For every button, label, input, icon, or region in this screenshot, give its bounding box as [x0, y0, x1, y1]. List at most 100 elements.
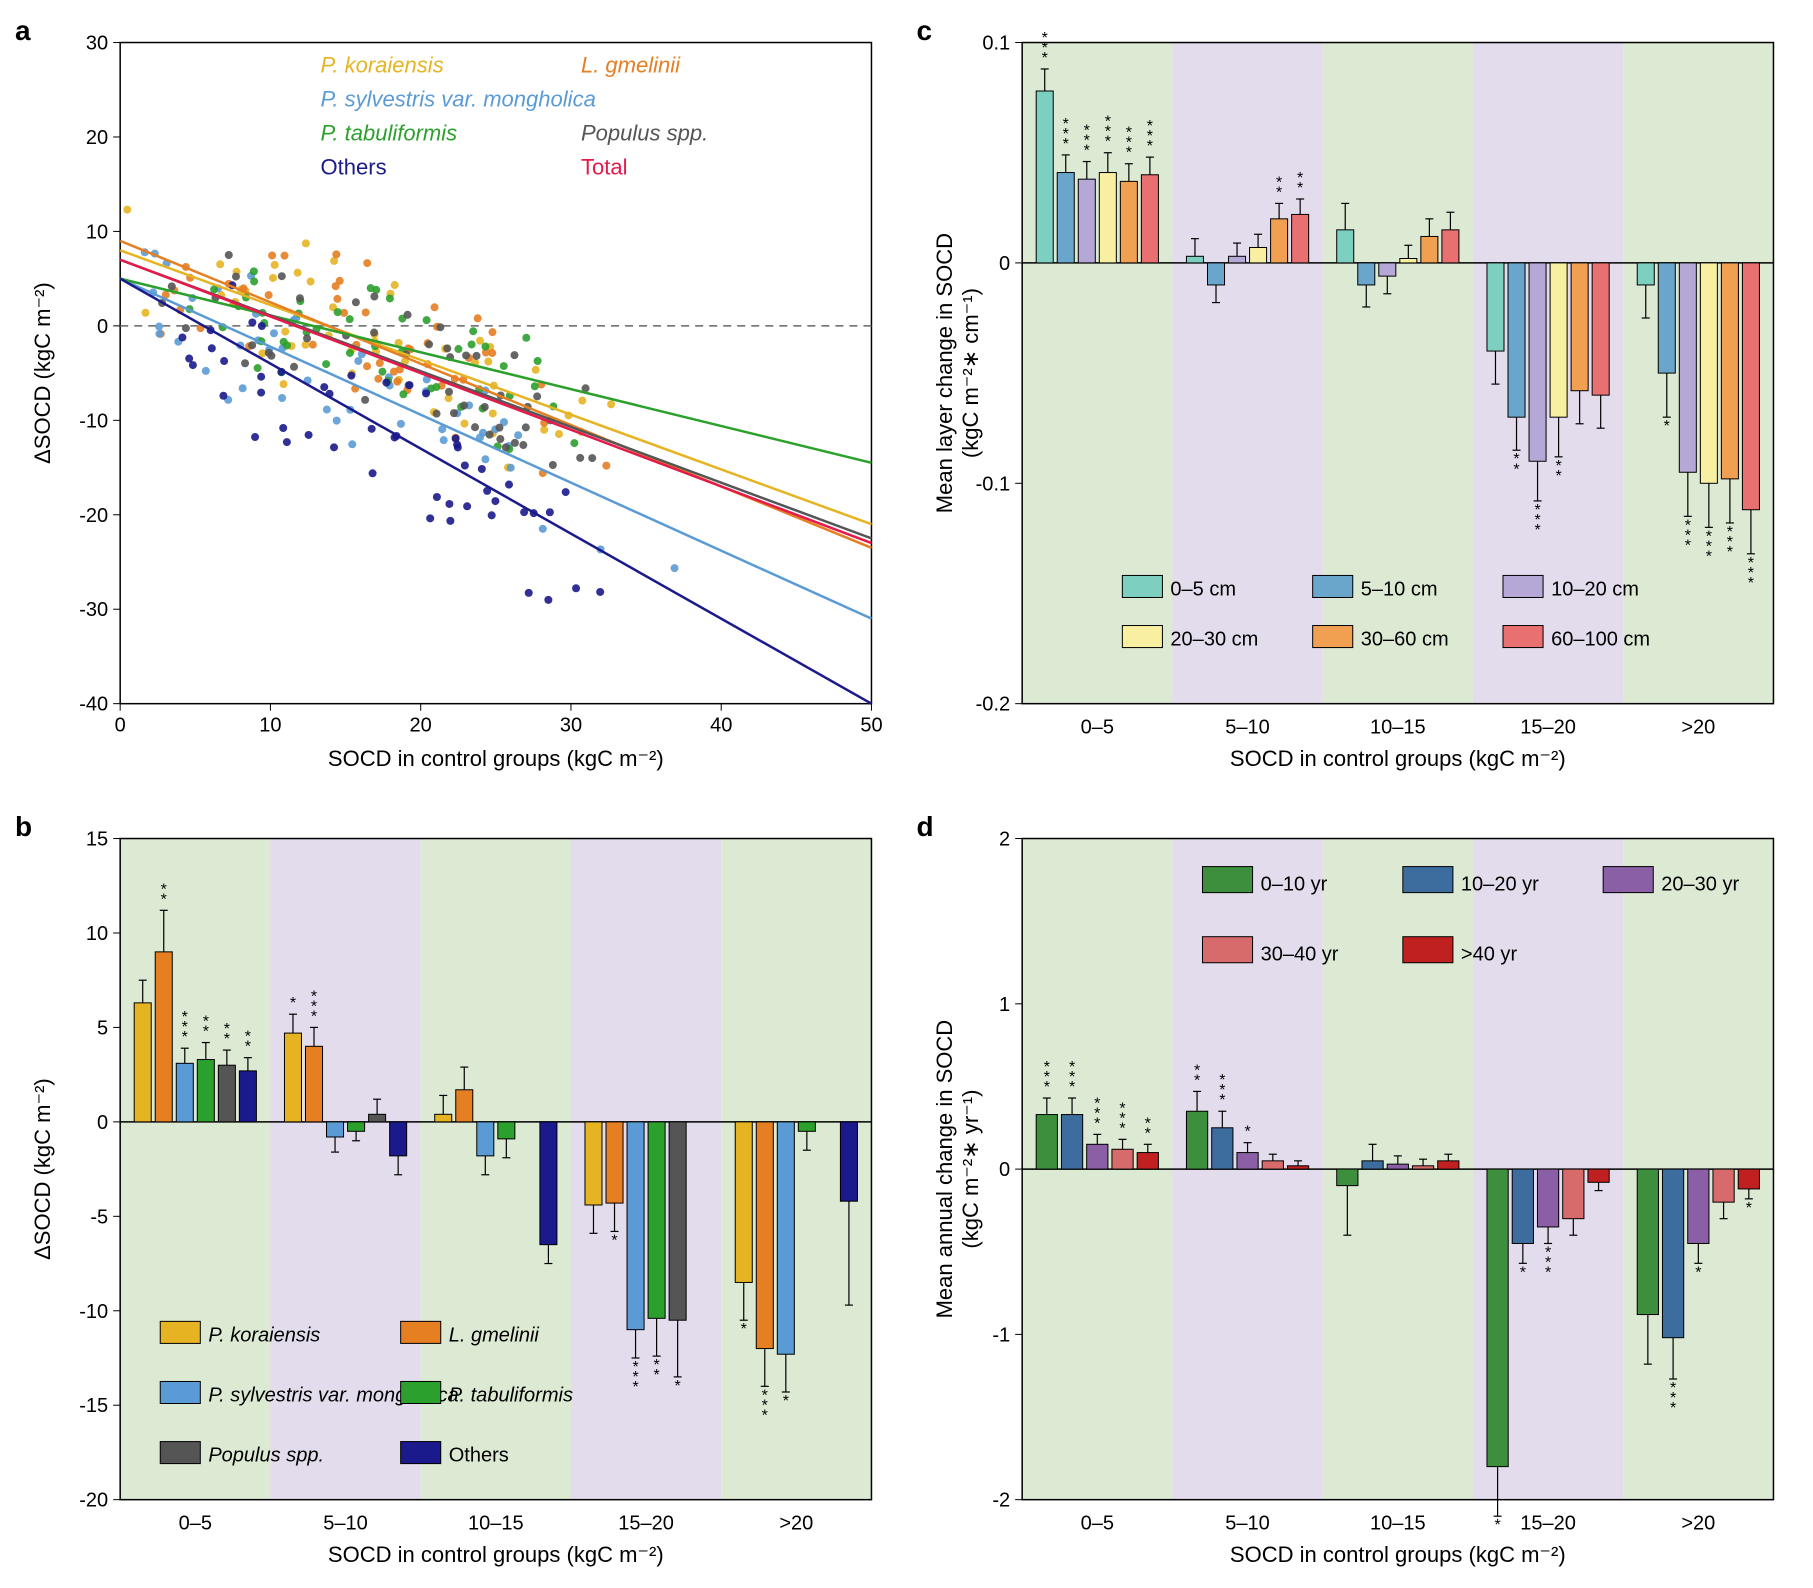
svg-text:30–40 yr: 30–40 yr [1260, 944, 1338, 966]
svg-text:15–20: 15–20 [1520, 717, 1576, 739]
svg-text:20: 20 [410, 715, 432, 737]
svg-text:*: * [1041, 29, 1047, 47]
svg-text:60–100 cm: 60–100 cm [1551, 629, 1650, 651]
svg-text:*: * [1125, 124, 1131, 142]
svg-text:*: * [1513, 460, 1519, 478]
svg-text:*: * [1244, 1123, 1250, 1141]
svg-text:Populus spp.: Populus spp. [581, 121, 708, 146]
svg-text:*: * [1219, 1071, 1225, 1089]
svg-text:*: * [182, 1008, 188, 1026]
svg-text:*: * [1062, 115, 1068, 133]
svg-text:*: * [1144, 1115, 1150, 1133]
svg-text:*: * [1043, 1058, 1049, 1076]
svg-text:*: * [1104, 113, 1110, 131]
svg-text:10–15: 10–15 [1369, 1513, 1425, 1535]
svg-text:P. koraiensis: P. koraiensis [321, 53, 444, 78]
svg-text:Populus spp.: Populus spp. [208, 1445, 324, 1467]
svg-text:10: 10 [259, 715, 281, 737]
svg-text:30–60 cm: 30–60 cm [1360, 629, 1448, 651]
svg-text:Others: Others [321, 155, 387, 180]
svg-text:L. gmelinii: L. gmelinii [581, 53, 681, 78]
svg-text:-2: -2 [992, 1490, 1010, 1512]
svg-text:-40: -40 [79, 694, 108, 716]
svg-text:P. tabuliformis: P. tabuliformis [449, 1385, 573, 1407]
svg-text:10–20 yr: 10–20 yr [1460, 874, 1538, 896]
svg-text:20–30 cm: 20–30 cm [1170, 629, 1258, 651]
svg-text:-0.2: -0.2 [975, 694, 1010, 716]
svg-text:0: 0 [97, 316, 108, 338]
svg-text:0: 0 [97, 1112, 108, 1134]
svg-text:5–10 cm: 5–10 cm [1360, 578, 1437, 600]
svg-text:0–5: 0–5 [179, 1513, 212, 1535]
svg-text:-1: -1 [992, 1325, 1010, 1347]
svg-text:2: 2 [999, 829, 1010, 851]
svg-text:10–15: 10–15 [468, 1513, 524, 1535]
svg-text:40: 40 [710, 715, 732, 737]
svg-text:SOCD in control groups (kgC m⁻: SOCD in control groups (kgC m⁻²) [328, 1542, 664, 1567]
svg-text:15: 15 [86, 829, 108, 851]
svg-text:0: 0 [999, 1159, 1010, 1181]
svg-text:0.1: 0.1 [982, 33, 1010, 55]
svg-text:*: * [1146, 117, 1152, 135]
svg-text:*: * [1519, 1264, 1525, 1282]
svg-text:30: 30 [560, 715, 582, 737]
svg-text:0: 0 [999, 253, 1010, 275]
svg-text:-0.1: -0.1 [975, 473, 1010, 495]
figure-grid: a -40-30-20-10010203001020304050SOCD in … [20, 20, 1793, 1568]
svg-text:*: * [224, 1020, 230, 1038]
svg-text:*: * [632, 1378, 638, 1396]
panel-label-b: b [15, 811, 32, 843]
svg-text:-10: -10 [79, 410, 108, 432]
svg-text:>20: >20 [1681, 1513, 1715, 1535]
svg-text:Mean layer change in SOCD: Mean layer change in SOCD [932, 233, 957, 513]
svg-text:5–10: 5–10 [323, 1513, 368, 1535]
svg-text:SOCD in control groups (kgC m⁻: SOCD in control groups (kgC m⁻²) [1229, 746, 1565, 771]
svg-text:*: * [1193, 1062, 1199, 1080]
svg-text:0–10 yr: 0–10 yr [1260, 874, 1327, 896]
svg-text:*: * [1663, 417, 1669, 435]
svg-text:*: * [653, 1366, 659, 1384]
svg-text:P. sylvestris var. mongholica: P. sylvestris var. mongholica [321, 87, 596, 112]
svg-text:Total: Total [581, 155, 628, 180]
svg-text:*: * [741, 1321, 747, 1339]
panel-label-d: d [917, 811, 934, 843]
svg-text:P. koraiensis: P. koraiensis [208, 1325, 320, 1347]
svg-text:30: 30 [86, 33, 108, 55]
svg-text:-20: -20 [79, 505, 108, 527]
svg-text:50: 50 [860, 715, 882, 737]
svg-text:10–15: 10–15 [1369, 717, 1425, 739]
svg-text:0–5: 0–5 [1080, 717, 1113, 739]
svg-text:*: * [1544, 1264, 1550, 1282]
svg-text:*: * [1745, 1199, 1751, 1217]
svg-text:*: * [1068, 1058, 1074, 1076]
svg-text:-30: -30 [79, 599, 108, 621]
svg-text:-15: -15 [79, 1396, 108, 1418]
svg-text:15–20: 15–20 [1520, 1513, 1576, 1535]
svg-text:*: * [1083, 121, 1089, 139]
svg-text:0–5: 0–5 [1080, 1513, 1113, 1535]
panel-c: c -0.2-0.100.10–55–1010–1515–20>20******… [922, 20, 1794, 786]
svg-text:1: 1 [999, 994, 1010, 1016]
svg-text:15–20: 15–20 [618, 1513, 674, 1535]
svg-text:5–10: 5–10 [1225, 717, 1270, 739]
svg-text:-20: -20 [79, 1490, 108, 1512]
svg-text:*: * [762, 1407, 768, 1425]
svg-text:>20: >20 [1681, 717, 1715, 739]
panel-label-c: c [917, 15, 933, 47]
svg-text:0–5 cm: 0–5 cm [1170, 578, 1236, 600]
svg-text:(kgC m⁻²∗ yr⁻¹): (kgC m⁻²∗ yr⁻¹) [958, 1090, 983, 1249]
svg-text:*: * [290, 994, 296, 1012]
svg-text:10: 10 [86, 923, 108, 945]
svg-text:*: * [783, 1392, 789, 1410]
svg-text:*: * [1747, 574, 1753, 592]
svg-text:*: * [1695, 1264, 1701, 1282]
svg-text:ΔSOCD (kgC m⁻²): ΔSOCD (kgC m⁻²) [30, 1079, 55, 1261]
svg-text:-5: -5 [90, 1207, 108, 1229]
svg-text:*: * [1094, 1095, 1100, 1113]
svg-text:*: * [1119, 1100, 1125, 1118]
svg-text:>20: >20 [779, 1513, 813, 1535]
svg-text:10–20 cm: 10–20 cm [1551, 578, 1639, 600]
svg-text:Mean annual change in SOCD: Mean annual change in SOCD [932, 1020, 957, 1319]
svg-text:*: * [1494, 1517, 1500, 1535]
svg-text:*: * [1297, 169, 1303, 187]
